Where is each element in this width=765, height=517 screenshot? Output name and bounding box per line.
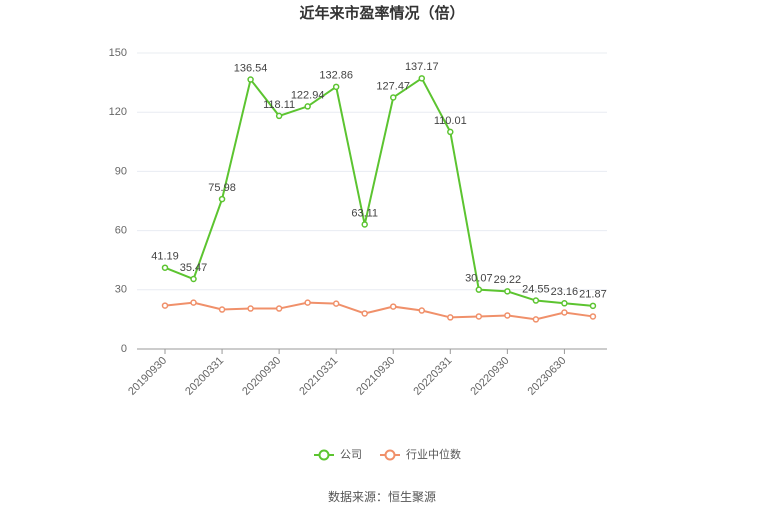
data-label: 29.22 [494, 274, 522, 286]
point [589, 302, 597, 310]
data-label: 132.86 [319, 70, 353, 82]
legend-label: 公司 [340, 449, 362, 461]
point [161, 302, 169, 309]
data-label: 63.11 [351, 207, 378, 219]
data-label: 122.94 [291, 89, 325, 101]
point [361, 221, 368, 228]
point [304, 299, 311, 306]
x-tick-label: 20190930 [126, 355, 169, 398]
data-label: 118.11 [263, 99, 295, 111]
data-label: 21.87 [579, 289, 607, 301]
legend-item: 公司 [314, 449, 362, 461]
point [418, 75, 426, 82]
chart-title: 近年来市盈率情况（倍） [299, 4, 464, 22]
point [190, 275, 197, 283]
x-tick-label: 20210930 [354, 355, 397, 398]
series-line [164, 76, 594, 307]
point [389, 94, 397, 101]
data-label: 75.98 [208, 182, 236, 194]
y-tick-label: 120 [109, 106, 127, 118]
data-label: 137.17 [405, 61, 439, 73]
point [418, 307, 426, 314]
y-tick-label: 60 [115, 225, 127, 237]
data-label: 24.55 [522, 283, 550, 295]
point [475, 286, 483, 293]
point [475, 313, 483, 320]
point [247, 305, 254, 312]
y-tick-label: 0 [121, 343, 127, 355]
y-tick-label: 90 [115, 165, 127, 177]
x-tick-label: 20200331 [183, 355, 226, 398]
x-tick-label: 20200930 [240, 355, 283, 398]
data-label: 136.54 [234, 62, 268, 74]
data-label: 23.16 [551, 286, 579, 298]
point [161, 264, 169, 271]
y-tick-label: 30 [115, 284, 127, 296]
data-label: 35.47 [180, 262, 208, 274]
point [218, 195, 226, 203]
point [275, 305, 283, 312]
point [389, 303, 397, 310]
x-tick-label: 20230630 [525, 355, 568, 398]
point [190, 299, 197, 306]
point [332, 83, 340, 91]
x-tick-label: 20210331 [297, 355, 340, 398]
y-tick-label: 150 [109, 47, 127, 59]
point [361, 310, 368, 317]
point [275, 112, 283, 120]
legend-marker [318, 449, 330, 461]
point [447, 128, 454, 136]
point [504, 312, 511, 319]
series-line [164, 301, 594, 321]
point [218, 306, 226, 313]
point [561, 309, 568, 316]
point [247, 76, 254, 83]
legend-item: 行业中位数 [380, 447, 461, 461]
data-label: 110.01 [434, 115, 467, 127]
point [332, 300, 340, 307]
legend-label: 行业中位数 [406, 447, 461, 461]
point [504, 288, 511, 295]
source-note: 数据来源：恒生聚源 [328, 489, 436, 504]
point [589, 313, 597, 320]
point [532, 316, 540, 323]
point [561, 300, 568, 307]
data-label: 41.19 [151, 251, 179, 263]
data-label: 127.47 [376, 80, 410, 92]
point [532, 297, 540, 304]
point [447, 314, 454, 321]
legend-marker [384, 449, 396, 461]
x-tick-label: 20220331 [411, 355, 454, 398]
data-label: 30.07 [465, 273, 493, 285]
point [304, 103, 311, 110]
x-tick-label: 20220930 [468, 355, 511, 398]
